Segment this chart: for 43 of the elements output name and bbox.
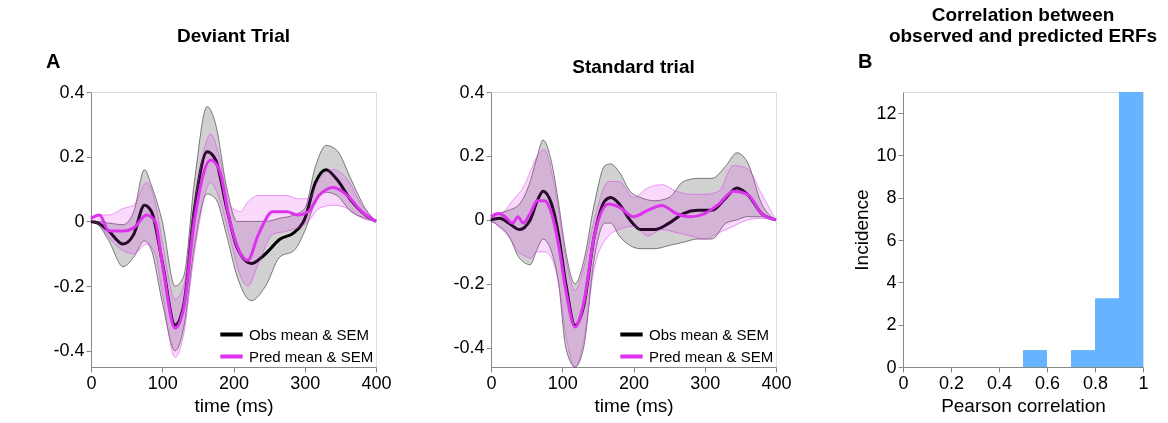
x-tick-label: 100 (147, 372, 178, 393)
chart-title: Correlation between observed and predicted ERFs (888, 4, 1158, 46)
x-tick-label: 400 (361, 372, 392, 393)
y-tick-label: 0 (74, 210, 85, 231)
x-tick-label: 100 (547, 372, 578, 393)
y-tick-label: -0.2 (53, 275, 85, 296)
y-tick-label: 8 (886, 187, 897, 208)
y-tick-label: 10 (876, 144, 897, 165)
x-tick-label: 0.4 (986, 372, 1013, 393)
y-tick-label: 4 (886, 271, 897, 292)
x-tick-label: 200 (218, 372, 250, 393)
x-tick-label: 0.8 (1082, 372, 1109, 393)
y-tick-label: -0.4 (53, 340, 85, 361)
y-tick-label: -0.2 (453, 273, 485, 294)
y-tick-label: 0.2 (59, 146, 85, 167)
x-tick-label: 200 (618, 372, 650, 393)
legend-label: Obs mean & SEM (249, 325, 370, 343)
x-tick-label: 0.2 (938, 372, 965, 393)
legend-label: Pred mean & SEM (249, 347, 374, 365)
y-tick-label: 0.4 (459, 81, 485, 102)
chart-title: Deviant Trial (177, 25, 290, 46)
x-tick-label: 400 (761, 372, 792, 393)
legend-label: Pred mean & SEM (649, 347, 774, 365)
x-axis-title: time (ms) (194, 394, 274, 416)
x-axis-title: time (ms) (594, 394, 674, 416)
text: B (858, 50, 873, 72)
y-tick-label: 0.4 (59, 81, 85, 102)
chart-title: Standard trial (572, 56, 695, 77)
y-tick-label: 12 (876, 102, 897, 123)
y-axis-title: Incidence (851, 189, 873, 271)
text: A (46, 50, 61, 72)
x-tick-label: 0.6 (1034, 372, 1061, 393)
legend-label: Obs mean & SEM (649, 325, 770, 343)
x-tick-label: 300 (690, 372, 721, 393)
y-tick-label: 6 (886, 229, 897, 250)
y-tick-label: 2 (886, 314, 897, 335)
x-axis-title: Pearson correlation (941, 394, 1106, 416)
y-tick-label: 0.2 (459, 145, 485, 166)
x-tick-label: 300 (290, 372, 321, 393)
x-tick-label: 1 (1138, 372, 1149, 393)
y-tick-label: 0 (886, 356, 897, 377)
y-tick-label: 0 (474, 209, 485, 230)
y-tick-label: -0.4 (453, 337, 485, 358)
